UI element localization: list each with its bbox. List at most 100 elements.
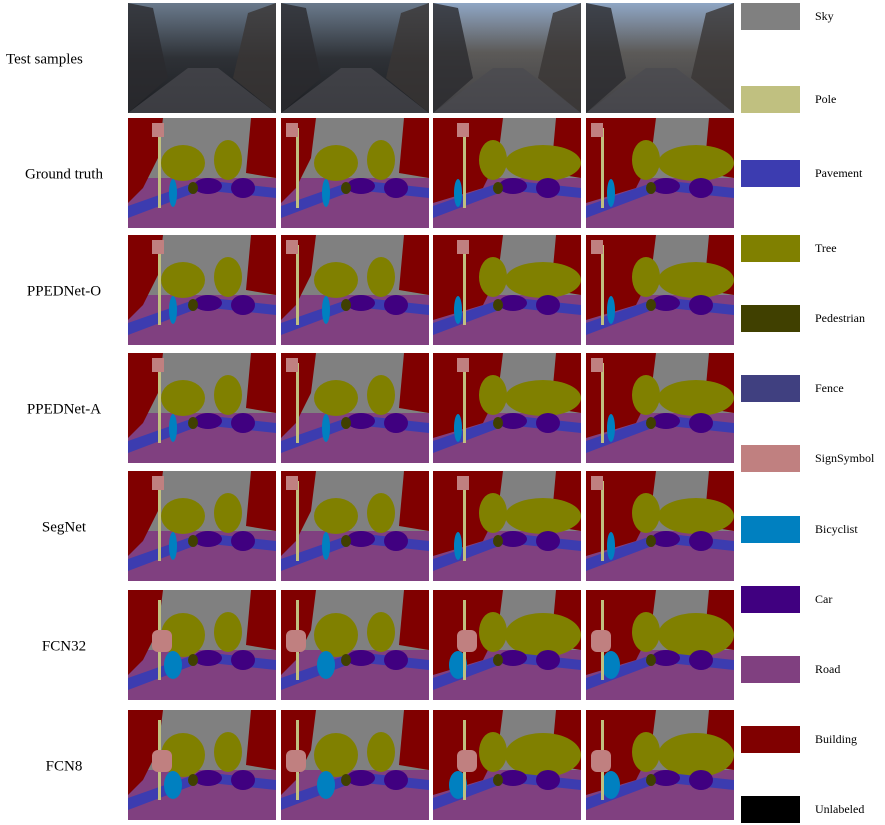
tree bbox=[214, 257, 242, 297]
pole bbox=[463, 128, 466, 208]
car bbox=[347, 413, 375, 429]
building bbox=[246, 118, 276, 178]
pole bbox=[158, 128, 161, 208]
sign-symbol bbox=[457, 123, 469, 137]
bicyclist bbox=[317, 771, 335, 799]
bicyclist bbox=[454, 179, 462, 207]
legend-swatch bbox=[741, 86, 800, 113]
sign-symbol bbox=[286, 358, 298, 372]
image-cell bbox=[128, 353, 276, 463]
pedestrian bbox=[493, 535, 503, 547]
image-cell bbox=[586, 590, 734, 700]
car bbox=[689, 650, 713, 670]
sign-symbol bbox=[152, 123, 164, 137]
car bbox=[384, 413, 408, 433]
tree bbox=[658, 145, 734, 181]
tree bbox=[479, 140, 507, 180]
image-cell bbox=[586, 3, 734, 113]
pedestrian bbox=[646, 535, 656, 547]
tree bbox=[214, 732, 242, 772]
tree bbox=[314, 262, 358, 298]
pedestrian bbox=[646, 299, 656, 311]
row-label: Test samples bbox=[6, 51, 83, 67]
car bbox=[536, 770, 560, 790]
pedestrian bbox=[646, 654, 656, 666]
image-cell bbox=[586, 471, 734, 581]
pedestrian bbox=[493, 654, 503, 666]
pedestrian bbox=[188, 535, 198, 547]
pedestrian bbox=[188, 417, 198, 429]
sign-symbol bbox=[152, 476, 164, 490]
image-cell bbox=[128, 118, 276, 228]
legend-swatch bbox=[741, 656, 800, 683]
tree bbox=[367, 140, 395, 180]
tree bbox=[367, 375, 395, 415]
tree bbox=[314, 613, 358, 657]
legend-swatch bbox=[741, 586, 800, 613]
legend-swatch bbox=[741, 160, 800, 187]
pedestrian bbox=[188, 774, 198, 786]
building bbox=[399, 235, 429, 295]
legend-label: Tree bbox=[815, 241, 837, 255]
bicyclist bbox=[607, 179, 615, 207]
tree bbox=[367, 612, 395, 652]
row-label: PPEDNet-O bbox=[27, 283, 101, 299]
car bbox=[689, 413, 713, 433]
building bbox=[399, 710, 429, 770]
tree bbox=[214, 140, 242, 180]
car bbox=[689, 770, 713, 790]
legend-label: Sky bbox=[815, 9, 834, 23]
tree bbox=[632, 375, 660, 415]
legend-swatch bbox=[741, 796, 800, 823]
car bbox=[536, 413, 560, 433]
image-cell bbox=[281, 471, 429, 581]
tree bbox=[632, 140, 660, 180]
pole bbox=[601, 245, 604, 325]
pole bbox=[601, 481, 604, 561]
pole bbox=[158, 481, 161, 561]
car bbox=[384, 178, 408, 198]
legend-label: Pedestrian bbox=[815, 311, 865, 325]
pole bbox=[296, 128, 299, 208]
tree bbox=[314, 733, 358, 777]
car bbox=[384, 531, 408, 551]
sign-symbol bbox=[152, 630, 172, 652]
tree bbox=[214, 612, 242, 652]
legend-label: Pavement bbox=[815, 166, 863, 180]
car bbox=[347, 531, 375, 547]
tree bbox=[505, 145, 581, 181]
tree bbox=[505, 380, 581, 416]
tree bbox=[161, 380, 205, 416]
tree bbox=[161, 262, 205, 298]
sign-symbol bbox=[286, 476, 298, 490]
bicyclist bbox=[607, 532, 615, 560]
bicyclist bbox=[322, 414, 330, 442]
bicyclist bbox=[169, 532, 177, 560]
pedestrian bbox=[341, 299, 351, 311]
car bbox=[194, 650, 222, 666]
car bbox=[194, 770, 222, 786]
pole bbox=[463, 245, 466, 325]
car bbox=[499, 178, 527, 194]
bicyclist bbox=[322, 179, 330, 207]
bicyclist bbox=[602, 651, 620, 679]
legend-label: Fence bbox=[815, 381, 844, 395]
building bbox=[246, 590, 276, 650]
bicyclist bbox=[164, 771, 182, 799]
bicyclist bbox=[454, 414, 462, 442]
car bbox=[499, 413, 527, 429]
legend-label: Pole bbox=[815, 92, 836, 106]
bicyclist bbox=[322, 296, 330, 324]
pedestrian bbox=[646, 182, 656, 194]
sign-symbol bbox=[286, 240, 298, 254]
legend-swatch bbox=[741, 305, 800, 332]
building bbox=[246, 710, 276, 770]
tree bbox=[367, 257, 395, 297]
legend-swatch bbox=[741, 516, 800, 543]
tree bbox=[632, 612, 660, 652]
car bbox=[499, 650, 527, 666]
tree bbox=[632, 732, 660, 772]
bicyclist bbox=[164, 651, 182, 679]
image-cell bbox=[586, 235, 734, 345]
car bbox=[231, 650, 255, 670]
